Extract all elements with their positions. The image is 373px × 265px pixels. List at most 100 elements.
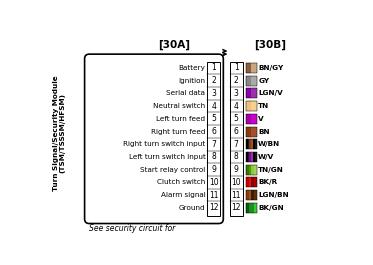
Text: [30A]: [30A] [159, 40, 191, 50]
Text: Battery: Battery [179, 65, 206, 71]
Text: Clutch switch: Clutch switch [157, 179, 206, 185]
Bar [246, 126, 257, 136]
Text: 5: 5 [211, 114, 216, 123]
Bar [251, 63, 257, 73]
Bar [246, 203, 257, 213]
Text: 3: 3 [211, 89, 216, 98]
Bar [251, 114, 257, 124]
Bar [248, 190, 251, 200]
Bar [251, 89, 257, 98]
Text: 10: 10 [231, 178, 241, 187]
Bar [254, 165, 257, 175]
Text: [30B]: [30B] [254, 40, 286, 50]
Bar [248, 152, 250, 162]
Bar [246, 177, 248, 187]
Bar [254, 177, 257, 187]
Bar [251, 126, 257, 136]
Text: Alarm signal: Alarm signal [161, 192, 206, 198]
Text: 12: 12 [231, 203, 241, 212]
Bar [246, 76, 251, 86]
Bar [246, 101, 257, 111]
Bar [246, 165, 257, 175]
Text: 10: 10 [209, 178, 219, 187]
Text: 1: 1 [234, 64, 238, 73]
Text: 8: 8 [211, 152, 216, 161]
Bar [246, 89, 251, 98]
Bar [246, 114, 251, 124]
Bar [246, 152, 257, 162]
Text: 1: 1 [211, 64, 216, 73]
Bar [251, 165, 254, 175]
Text: 11: 11 [231, 191, 241, 200]
Bar [246, 190, 248, 200]
Bar [246, 203, 248, 213]
Bar [246, 63, 257, 73]
Text: 6: 6 [233, 127, 239, 136]
Text: BN: BN [258, 129, 270, 135]
Text: LGN/V: LGN/V [258, 90, 283, 96]
Text: 2: 2 [234, 76, 238, 85]
Text: 7: 7 [233, 140, 239, 149]
Bar [248, 139, 250, 149]
Bar [251, 76, 257, 86]
Text: 2: 2 [211, 76, 216, 85]
Bar [246, 101, 251, 111]
Text: Start relay control: Start relay control [140, 167, 206, 173]
Bar [251, 101, 257, 111]
Text: Right turn feed: Right turn feed [151, 129, 206, 135]
Bar [246, 152, 248, 162]
Bar [246, 63, 251, 73]
Bar [255, 152, 257, 162]
Text: 11: 11 [209, 191, 218, 200]
Text: 3: 3 [233, 89, 239, 98]
Text: Right turn switch input: Right turn switch input [123, 141, 206, 147]
Bar [207, 62, 220, 216]
Text: Ground: Ground [179, 205, 206, 211]
Bar [248, 177, 251, 187]
Bar [255, 139, 257, 149]
Text: 5: 5 [233, 114, 239, 123]
Bar [246, 165, 248, 175]
Text: 9: 9 [211, 165, 216, 174]
Text: 7: 7 [211, 140, 216, 149]
Text: 8: 8 [234, 152, 238, 161]
Bar [251, 190, 254, 200]
Text: W/BN: W/BN [258, 141, 280, 147]
Text: Ignition: Ignition [179, 78, 206, 84]
Text: Turn Signal/Security Module
(TSM/TSSSM/HFSM): Turn Signal/Security Module (TSM/TSSSM/H… [53, 76, 66, 191]
Bar [254, 203, 257, 213]
Text: 4: 4 [233, 101, 239, 111]
Text: 4: 4 [211, 101, 216, 111]
Text: GY: GY [258, 78, 269, 84]
Bar [246, 89, 257, 98]
Bar [229, 62, 243, 216]
FancyBboxPatch shape [85, 54, 223, 224]
Text: Left turn feed: Left turn feed [156, 116, 206, 122]
Text: 9: 9 [233, 165, 239, 174]
Bar [254, 190, 257, 200]
Text: BN/GY: BN/GY [258, 65, 283, 71]
Text: LGN/BN: LGN/BN [258, 192, 289, 198]
Bar [253, 139, 255, 149]
Text: V: V [258, 116, 264, 122]
Bar [246, 126, 251, 136]
Text: BK/R: BK/R [258, 179, 277, 185]
Text: 12: 12 [209, 203, 218, 212]
Bar [251, 203, 254, 213]
Bar [250, 139, 251, 149]
Bar [250, 152, 251, 162]
Bar [251, 152, 253, 162]
Bar [246, 190, 257, 200]
Bar [246, 177, 257, 187]
Bar [246, 76, 257, 86]
Text: Serial data: Serial data [166, 90, 206, 96]
Text: TN: TN [258, 103, 269, 109]
Text: Left turn switch input: Left turn switch input [129, 154, 206, 160]
Bar [246, 114, 257, 124]
Bar [251, 139, 253, 149]
Bar [251, 177, 254, 187]
Bar [253, 152, 255, 162]
Text: Neutral switch: Neutral switch [153, 103, 206, 109]
Bar [246, 139, 248, 149]
Bar [246, 139, 257, 149]
